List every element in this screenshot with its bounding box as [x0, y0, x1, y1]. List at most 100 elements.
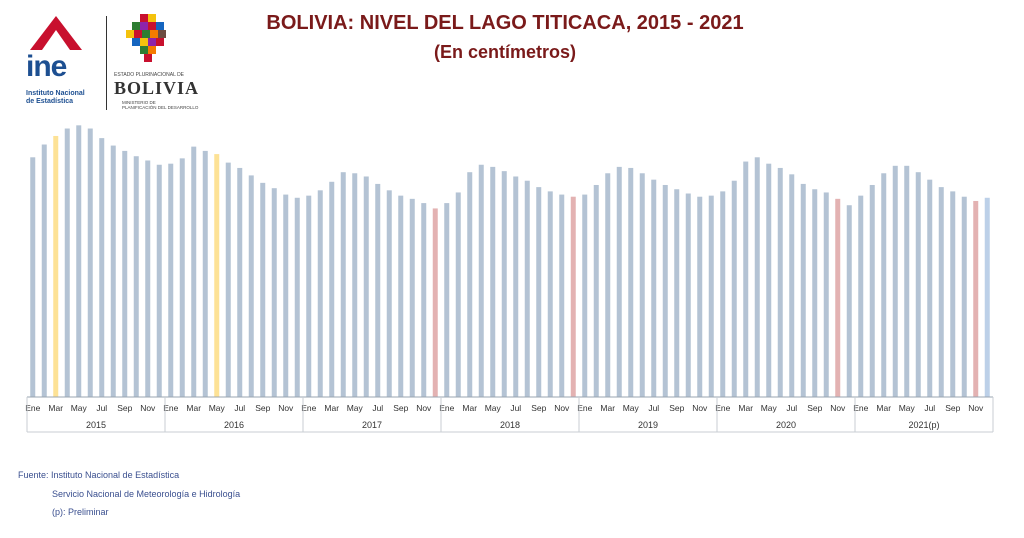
- x-tick-label: Mar: [462, 403, 477, 413]
- bolivia-logo: ESTADO PLURINACIONAL DE BOLIVIA MINISTER…: [114, 14, 198, 112]
- x-tick-label: Mar: [186, 403, 201, 413]
- bar: [237, 167, 243, 397]
- x-tick-label: Mar: [738, 403, 753, 413]
- bar: [950, 191, 956, 397]
- bar: [76, 125, 82, 397]
- x-tick-label: May: [761, 403, 778, 413]
- bar: [892, 165, 898, 397]
- x-tick-label: Jul: [648, 403, 659, 413]
- bar: [524, 180, 530, 397]
- x-tick-label: Sep: [393, 403, 408, 413]
- x-tick-label: Nov: [416, 403, 432, 413]
- ine-logo-word: ine: [26, 50, 67, 83]
- bar: [708, 195, 714, 397]
- bar: [145, 160, 151, 397]
- ine-logo-subtitle: Instituto Nacional de Estadística: [26, 90, 85, 105]
- x-tick-label: Nov: [554, 403, 570, 413]
- bar: [191, 146, 197, 397]
- bar: [697, 196, 703, 397]
- x-tick-label: Ene: [577, 403, 592, 413]
- bar: [685, 193, 691, 397]
- bar: [156, 164, 162, 397]
- bar: [869, 184, 875, 397]
- bar: [961, 196, 967, 397]
- bar: [363, 176, 369, 397]
- x-tick-label: Jul: [510, 403, 521, 413]
- bar: [294, 197, 300, 397]
- bar: [30, 157, 36, 397]
- x-tick-label: Ene: [163, 403, 178, 413]
- x-tick-label: Nov: [692, 403, 708, 413]
- bar: [846, 205, 852, 397]
- bar: [478, 164, 484, 397]
- bar: [283, 194, 289, 397]
- x-tick-label: Jul: [372, 403, 383, 413]
- x-tick-label: Ene: [439, 403, 454, 413]
- bar: [271, 188, 277, 397]
- bar: [260, 182, 266, 397]
- x-tick-label: May: [485, 403, 502, 413]
- bar: [490, 166, 496, 397]
- year-label: 2017: [362, 420, 382, 430]
- bar: [616, 166, 622, 397]
- bar: [800, 183, 806, 397]
- bolivia-logo-name: BOLIVIA: [114, 78, 200, 98]
- x-tick-label: Jul: [786, 403, 797, 413]
- x-tick-label: Ene: [25, 403, 40, 413]
- footer-note: (p): Preliminar: [52, 507, 109, 517]
- bar: [306, 195, 312, 397]
- bar: [248, 175, 254, 397]
- bar: [559, 194, 565, 397]
- ine-triangle-inner-icon: [42, 30, 70, 50]
- bar: [202, 150, 208, 397]
- bar: [628, 167, 634, 397]
- bar: [432, 208, 438, 397]
- x-tick-label: Ene: [715, 403, 730, 413]
- x-tick-label: Mar: [48, 403, 63, 413]
- bar: [605, 173, 611, 397]
- bar: [915, 172, 921, 397]
- x-tick-label: May: [71, 403, 88, 413]
- x-tick-label: Jul: [234, 403, 245, 413]
- bar: [444, 203, 450, 397]
- year-label: 2020: [776, 420, 796, 430]
- bar: [122, 150, 128, 397]
- bar: [674, 189, 680, 397]
- x-tick-label: Nov: [140, 403, 156, 413]
- bar: [317, 190, 323, 397]
- bar: [110, 145, 116, 397]
- bar: [938, 187, 944, 397]
- bar: [133, 156, 139, 397]
- bar: [720, 191, 726, 397]
- bar: [398, 195, 404, 397]
- bar: [467, 172, 473, 397]
- bar: [570, 196, 576, 397]
- bolivia-logo-state: ESTADO PLURINACIONAL DE: [114, 72, 185, 78]
- x-tick-label: Ene: [301, 403, 316, 413]
- bar: [547, 191, 553, 397]
- logo-divider: [106, 16, 107, 110]
- bolivia-logo-ministry: MINISTERIO DE PLANIFICACIÓN DEL DESARROL…: [122, 100, 199, 110]
- bar: [501, 171, 507, 397]
- x-tick-label: Sep: [117, 403, 132, 413]
- chart-title: BOLIVIA: NIVEL DEL LAGO TITICACA, 2015 -…: [266, 12, 744, 34]
- year-label: 2018: [500, 420, 520, 430]
- x-tick-label: Jul: [96, 403, 107, 413]
- bar: [766, 163, 772, 397]
- x-tick-label: May: [623, 403, 640, 413]
- bar: [593, 184, 599, 397]
- bar: [179, 158, 185, 397]
- x-tick-label: Nov: [278, 403, 294, 413]
- bar: [823, 192, 829, 397]
- x-tick-label: Mar: [876, 403, 891, 413]
- bar: [777, 167, 783, 397]
- x-tick-label: Sep: [531, 403, 546, 413]
- x-tick-label: May: [209, 403, 226, 413]
- bar: [984, 197, 990, 397]
- x-tick-label: Sep: [669, 403, 684, 413]
- x-tick-label: May: [347, 403, 364, 413]
- x-tick-label: Sep: [945, 403, 960, 413]
- x-tick-label: May: [899, 403, 916, 413]
- bar: [904, 165, 910, 397]
- bolivia-crest-icon: [126, 14, 166, 62]
